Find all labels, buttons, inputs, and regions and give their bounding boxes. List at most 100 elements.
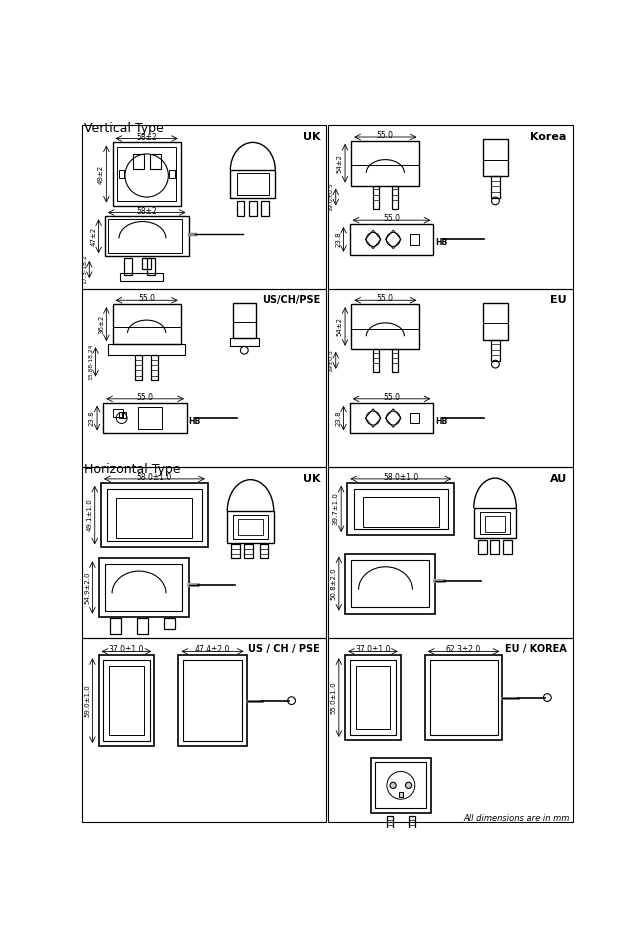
Text: 23.8: 23.8 xyxy=(89,410,95,426)
Text: HB: HB xyxy=(189,417,201,426)
Bar xyxy=(392,349,397,372)
Bar xyxy=(237,201,244,217)
Bar xyxy=(351,140,419,185)
Text: HB: HB xyxy=(435,238,447,246)
Bar xyxy=(477,539,487,553)
Bar xyxy=(142,258,151,269)
Text: 19±0.5: 19±0.5 xyxy=(328,349,333,372)
Bar xyxy=(233,302,256,338)
Bar xyxy=(483,140,508,177)
Circle shape xyxy=(406,782,412,789)
Bar xyxy=(138,618,148,633)
Bar xyxy=(113,142,180,206)
Text: 49±2: 49±2 xyxy=(98,165,104,183)
Bar xyxy=(373,185,379,208)
Bar xyxy=(429,660,498,736)
Bar xyxy=(399,791,403,797)
Bar xyxy=(348,483,454,535)
Bar xyxy=(108,344,186,355)
Text: 54±2: 54±2 xyxy=(337,153,343,173)
Text: 59.0±1.0: 59.0±1.0 xyxy=(84,684,90,717)
Bar xyxy=(373,349,379,372)
Bar xyxy=(81,288,326,468)
Bar xyxy=(132,154,143,169)
Bar xyxy=(81,126,326,288)
Bar xyxy=(238,519,263,535)
Bar xyxy=(261,201,269,217)
Text: EU: EU xyxy=(550,295,566,305)
Bar xyxy=(375,763,426,808)
Bar xyxy=(110,618,121,633)
Text: 58±2: 58±2 xyxy=(136,206,157,216)
Bar xyxy=(117,147,176,201)
Bar xyxy=(119,170,124,178)
Bar xyxy=(474,508,516,538)
Bar xyxy=(113,409,124,417)
Text: 58.0±1.0: 58.0±1.0 xyxy=(383,473,419,482)
Bar xyxy=(227,512,274,543)
Bar xyxy=(107,489,202,541)
Text: 15.88-18.24: 15.88-18.24 xyxy=(88,344,93,380)
Text: UK: UK xyxy=(303,473,320,484)
Bar xyxy=(81,638,326,821)
Bar xyxy=(349,403,433,433)
Bar xyxy=(351,304,419,349)
Text: HB: HB xyxy=(435,417,447,426)
Bar xyxy=(105,565,182,611)
Bar xyxy=(234,515,268,539)
Bar xyxy=(169,170,175,178)
Bar xyxy=(387,817,393,833)
Bar xyxy=(138,407,162,429)
Bar xyxy=(120,273,163,281)
Text: 55.0: 55.0 xyxy=(377,294,394,303)
Bar xyxy=(351,560,429,607)
Bar xyxy=(116,498,193,538)
Bar xyxy=(425,656,502,740)
Text: 37.0±1.0: 37.0±1.0 xyxy=(109,645,144,655)
Circle shape xyxy=(390,782,396,789)
Text: All dimensions are in mm: All dimensions are in mm xyxy=(463,814,570,823)
Bar xyxy=(101,483,208,548)
Bar xyxy=(345,553,435,614)
Bar xyxy=(260,544,268,558)
Bar xyxy=(353,489,448,529)
Text: 47.4±2.0: 47.4±2.0 xyxy=(195,645,230,655)
Text: 23.8: 23.8 xyxy=(335,410,341,426)
Text: 17.3-18.2: 17.3-18.2 xyxy=(82,255,87,285)
Bar xyxy=(231,544,239,558)
Text: 58±2: 58±2 xyxy=(136,133,157,141)
Text: 55.0±1.0: 55.0±1.0 xyxy=(330,682,337,714)
Bar xyxy=(480,512,510,535)
Bar xyxy=(484,516,506,532)
Bar xyxy=(183,660,242,741)
Text: US / CH / PSE: US / CH / PSE xyxy=(248,644,320,655)
Bar xyxy=(113,304,180,344)
Text: 23.8: 23.8 xyxy=(335,232,341,247)
Text: US/CH/PSE: US/CH/PSE xyxy=(262,295,320,305)
Text: 55.0: 55.0 xyxy=(383,214,400,223)
Bar xyxy=(328,288,573,468)
Text: 50.8±2.0: 50.8±2.0 xyxy=(330,567,337,600)
Text: 54.9±2.0: 54.9±2.0 xyxy=(84,571,90,604)
Text: 36±2: 36±2 xyxy=(98,314,104,334)
Bar xyxy=(122,412,126,418)
Bar xyxy=(363,497,439,527)
Bar xyxy=(491,339,500,361)
Bar xyxy=(249,201,257,217)
Bar xyxy=(108,219,182,253)
Bar xyxy=(164,618,175,629)
Text: 39.7±1.0: 39.7±1.0 xyxy=(333,493,339,525)
Bar xyxy=(349,224,433,255)
Bar xyxy=(230,338,259,346)
Bar xyxy=(371,758,431,813)
Bar xyxy=(328,638,573,821)
Bar xyxy=(103,403,187,433)
Bar xyxy=(230,170,275,198)
Bar xyxy=(408,817,415,833)
Text: 54±2: 54±2 xyxy=(337,317,343,336)
Bar xyxy=(103,660,150,741)
Bar xyxy=(99,558,189,617)
Bar xyxy=(150,154,161,169)
Bar xyxy=(99,656,154,746)
Text: 47±2: 47±2 xyxy=(90,227,96,246)
